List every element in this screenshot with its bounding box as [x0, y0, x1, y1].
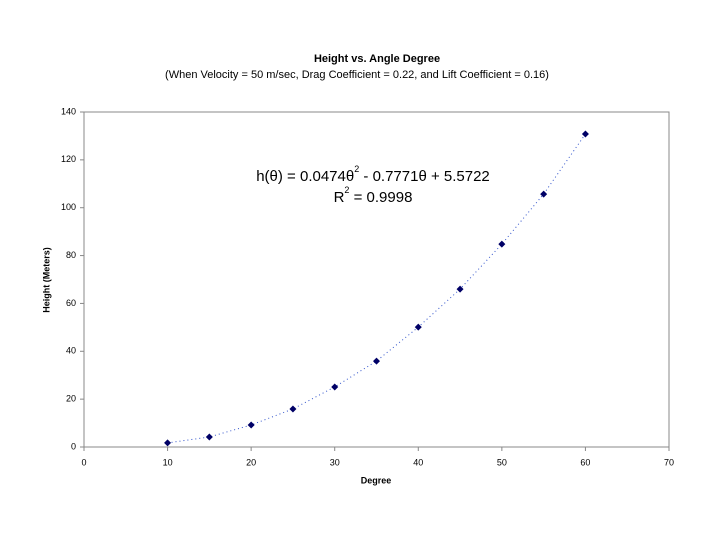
x-tick-label: 60	[580, 457, 590, 467]
x-tick-label: 10	[163, 457, 173, 467]
x-axis-label: Degree	[361, 475, 392, 485]
annotation-part: - 0.7771θ + 5.5722	[359, 168, 490, 185]
y-tick-label: 60	[66, 298, 76, 308]
x-tick-label: 30	[330, 457, 340, 467]
annotation: h(θ) = 0.0474θ2 - 0.7771θ + 5.5722	[256, 164, 490, 185]
plot-area	[83, 111, 670, 448]
y-tick-label: 40	[66, 346, 76, 356]
y-tick-label: 0	[71, 441, 76, 451]
data-point	[164, 439, 172, 447]
data-point	[373, 357, 380, 365]
y-tick-label: 20	[66, 394, 76, 404]
x-tick-label: 70	[664, 457, 674, 467]
data-point	[498, 240, 506, 248]
y-tick-label: 80	[66, 250, 76, 260]
x-tick-label: 40	[413, 457, 423, 467]
data-point	[331, 383, 339, 391]
y-tick-label: 140	[61, 106, 76, 116]
chart-title: Height vs. Angle Degree	[314, 53, 440, 65]
annotation-superscript: 2	[354, 164, 359, 174]
data-point	[581, 130, 589, 138]
annotation-part: R	[334, 189, 345, 206]
chart-subtitle: (When Velocity = 50 m/sec, Drag Coeffici…	[165, 69, 549, 81]
data-point	[247, 421, 255, 429]
annotation-superscript: 2	[344, 185, 349, 195]
data-point	[540, 190, 548, 198]
data-point	[414, 323, 422, 331]
trendline	[167, 133, 586, 444]
annotation-part: = 0.9998	[349, 189, 412, 206]
data-point	[456, 285, 464, 293]
x-tick-label: 20	[246, 457, 256, 467]
y-tick-label: 100	[61, 202, 76, 212]
y-tick-label: 120	[61, 154, 76, 164]
y-axis-label: Height (Meters)	[41, 247, 51, 313]
x-tick-label: 0	[81, 457, 86, 467]
x-tick-label: 50	[497, 457, 507, 467]
data-point	[289, 405, 297, 413]
data-point	[205, 433, 213, 441]
annotation: R2 = 0.9998	[334, 185, 413, 206]
annotation-part: h(θ) = 0.0474θ	[256, 168, 354, 185]
